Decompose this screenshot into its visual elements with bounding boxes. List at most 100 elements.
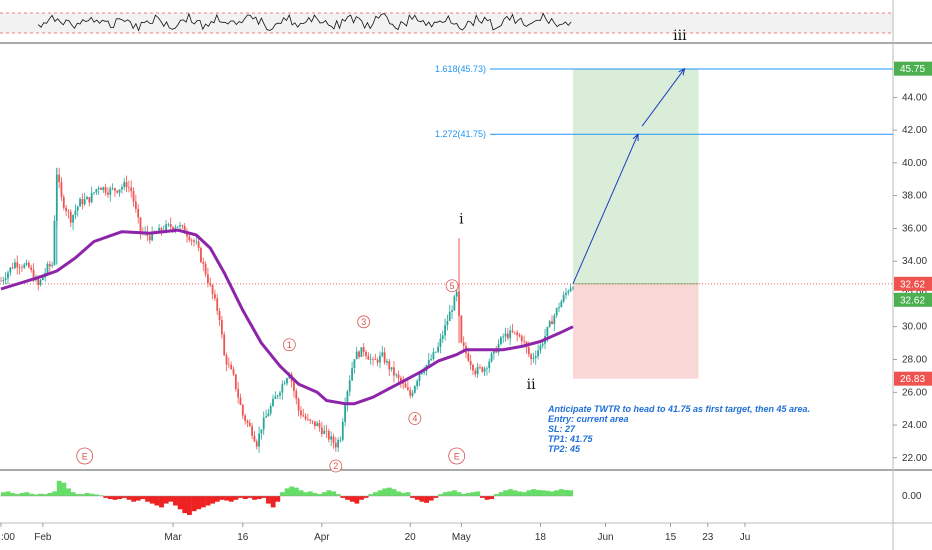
- candle-body: [474, 370, 477, 375]
- earnings-marker: [76, 447, 94, 465]
- candle-body: [351, 368, 353, 381]
- histogram-bar: [396, 491, 402, 496]
- candle-body: [74, 210, 77, 215]
- candle-body: [111, 188, 114, 189]
- moving-average-line: [0, 228, 574, 406]
- wave-circle: [282, 338, 296, 352]
- candle-body: [560, 301, 563, 308]
- candle-body: [532, 357, 535, 359]
- candle-body: [116, 190, 119, 193]
- candle-body: [127, 187, 130, 188]
- candle-body: [262, 417, 265, 430]
- histogram-bar: [368, 494, 374, 496]
- price-badges: 45.75 32.62 32.62 26.83: [894, 61, 932, 386]
- candle-body: [369, 358, 372, 360]
- price-tick-label: 34.00: [902, 256, 927, 267]
- candle-body: [255, 441, 258, 447]
- histogram-bar: [252, 496, 257, 500]
- candle-body: [416, 381, 419, 387]
- earnings-label: E: [454, 452, 460, 462]
- histogram-bar: [33, 494, 39, 496]
- histogram-bar: [493, 494, 499, 496]
- candle-body: [86, 197, 88, 200]
- candle-body: [158, 227, 160, 233]
- histogram-bar: [433, 496, 439, 498]
- histogram-bar: [256, 496, 262, 500]
- histogram-bar: [410, 496, 416, 498]
- candle-body: [88, 197, 91, 203]
- price-badge-label: 32.62: [900, 279, 925, 290]
- candle-body: [90, 192, 93, 203]
- price-badge-label: 45.75: [900, 64, 925, 75]
- candle-body: [325, 430, 328, 432]
- candle-body: [406, 387, 409, 390]
- candle-body: [39, 280, 42, 285]
- candle-body: [499, 337, 502, 345]
- candle-body: [72, 214, 74, 223]
- candle-body: [481, 367, 484, 372]
- candle-body: [272, 398, 274, 406]
- candle-body: [555, 308, 558, 316]
- oscillator-line: [37, 12, 572, 32]
- histogram-bar: [159, 496, 164, 508]
- histogram-bar: [280, 492, 285, 496]
- candle-body: [51, 264, 54, 267]
- candle-body: [244, 415, 247, 421]
- candle-body: [79, 198, 81, 207]
- candle-body: [190, 240, 193, 241]
- candle-body: [195, 241, 198, 243]
- candle-body: [4, 278, 7, 280]
- price-tick-label: 38.00: [902, 191, 927, 202]
- moving-average: [0, 228, 574, 406]
- candle-body: [476, 366, 479, 375]
- candle-body: [172, 227, 174, 230]
- time-tick-label: May: [452, 532, 471, 543]
- candle-body: [432, 352, 435, 360]
- histogram-bar: [484, 496, 490, 500]
- histogram-bar: [247, 496, 253, 498]
- candle-body: [248, 422, 251, 427]
- histogram-bar: [312, 492, 318, 496]
- histogram-bar: [321, 492, 327, 496]
- histogram-bar: [135, 496, 141, 501]
- candle-body: [400, 377, 402, 382]
- candle-body: [381, 352, 384, 356]
- wave-label: 4: [412, 413, 417, 423]
- candle-body: [546, 326, 549, 336]
- candle-body: [341, 421, 344, 440]
- time-tick-label: 23: [702, 532, 714, 543]
- histogram-bar: [349, 496, 355, 502]
- candle-body: [174, 227, 177, 230]
- candle-body: [160, 227, 163, 231]
- histogram-bar: [517, 491, 522, 496]
- time-axis[interactable]: :00 Feb Mar 16 Apr 20 May 18 Jun 15 23 Ju: [0, 523, 750, 543]
- candle-body: [444, 325, 446, 336]
- histogram-bar: [359, 496, 364, 500]
- candle-body: [304, 416, 307, 419]
- candle-body: [337, 439, 340, 448]
- price-tick-label: 30.00: [902, 322, 927, 333]
- candle-body: [509, 330, 512, 339]
- candle-body: [186, 233, 188, 237]
- time-tick-label: 20: [405, 532, 417, 543]
- candle-body: [95, 189, 98, 193]
- candle-body: [313, 421, 316, 426]
- histogram-bar: [540, 490, 546, 496]
- histogram-bar: [452, 490, 457, 496]
- histogram-tick: 0.00: [902, 491, 922, 502]
- histogram-bar: [293, 487, 299, 496]
- candle-body: [32, 270, 35, 281]
- histogram-bar: [284, 488, 290, 496]
- histogram-bar: [66, 488, 71, 496]
- histogram-bar: [187, 496, 192, 515]
- histogram-bar: [47, 492, 53, 496]
- candle-body: [93, 192, 95, 194]
- histogram-bar: [563, 489, 569, 496]
- histogram-bar: [173, 496, 178, 506]
- annotation-line: Entry: current area: [548, 414, 629, 424]
- histogram-bar: [568, 490, 574, 496]
- time-tick-label: 18: [535, 532, 547, 543]
- time-tick-label: :00: [1, 532, 15, 543]
- wave-label: i: [459, 212, 464, 228]
